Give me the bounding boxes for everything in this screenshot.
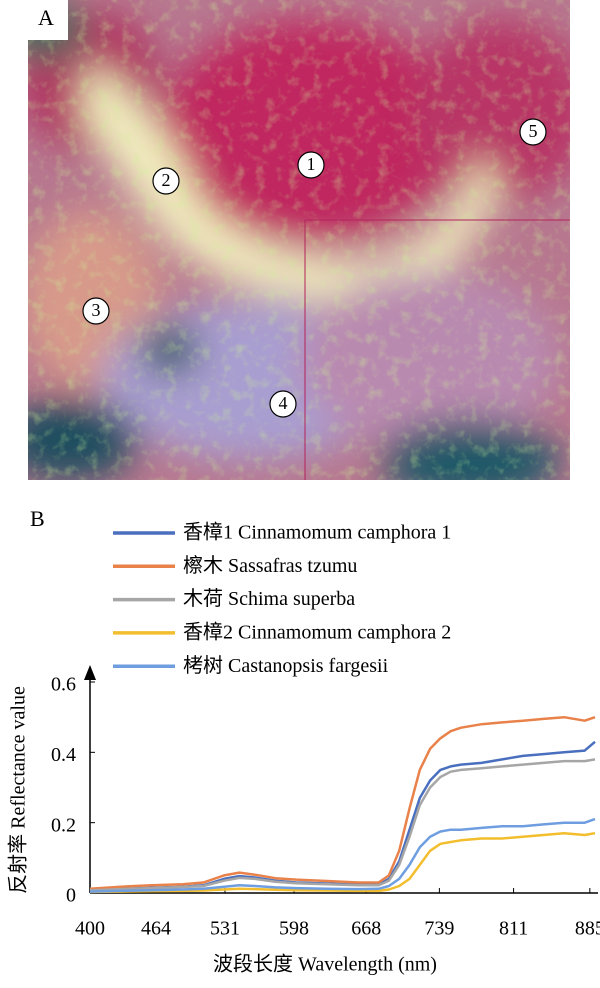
- y-tick-label: 0.4: [51, 744, 76, 766]
- legend-label: 香樟1 Cinnamomum camphora 1: [183, 521, 451, 544]
- x-tick-label: 531: [210, 918, 240, 940]
- marker-circle: [269, 390, 297, 418]
- legend-label: 木荷 Schima superba: [183, 587, 355, 610]
- legend-label: 檫木 Sassafras tzumu: [183, 554, 357, 577]
- y-tick-label: 0: [66, 885, 76, 907]
- y-axis-label: 反射率 Reflectance value: [7, 686, 30, 894]
- x-tick-label: 811: [499, 918, 528, 940]
- marker-label: 5: [529, 121, 538, 141]
- marker-circle: [297, 151, 325, 179]
- x-tick-label: 400: [75, 918, 105, 940]
- series-line: [89, 715, 596, 891]
- marker-circle: [82, 297, 110, 325]
- marker-circle: [152, 167, 180, 195]
- axis-arrow: [84, 665, 96, 680]
- y-tick-label: 0.2: [51, 814, 76, 836]
- x-tick-label: 598: [279, 918, 309, 940]
- legend-label: 香樟2 Cinnamomum camphora 2: [183, 620, 451, 643]
- x-tick-label: 885: [575, 918, 600, 940]
- marker-label: 4: [279, 393, 288, 413]
- marker-label: 2: [162, 170, 171, 190]
- marker-circle: [519, 118, 547, 146]
- x-tick-label: 464: [141, 918, 171, 940]
- x-tick-label: 739: [424, 918, 454, 940]
- canopy-image: [28, 0, 570, 480]
- panel-label: B: [30, 506, 45, 531]
- y-tick-label: 0.6: [51, 674, 76, 696]
- x-tick-label: 668: [351, 918, 381, 940]
- series-line: [89, 817, 596, 893]
- x-axis-label: 波段长度 Wavelength (nm): [213, 953, 437, 976]
- panel-label-box: [28, 0, 68, 40]
- series-line: [89, 758, 596, 892]
- marker-label: 3: [92, 300, 101, 320]
- marker-label: 1: [307, 154, 316, 174]
- panel-label: A: [38, 5, 54, 30]
- series-line: [89, 831, 596, 894]
- legend-label: 栲树 Castanopsis fargesii: [183, 654, 389, 677]
